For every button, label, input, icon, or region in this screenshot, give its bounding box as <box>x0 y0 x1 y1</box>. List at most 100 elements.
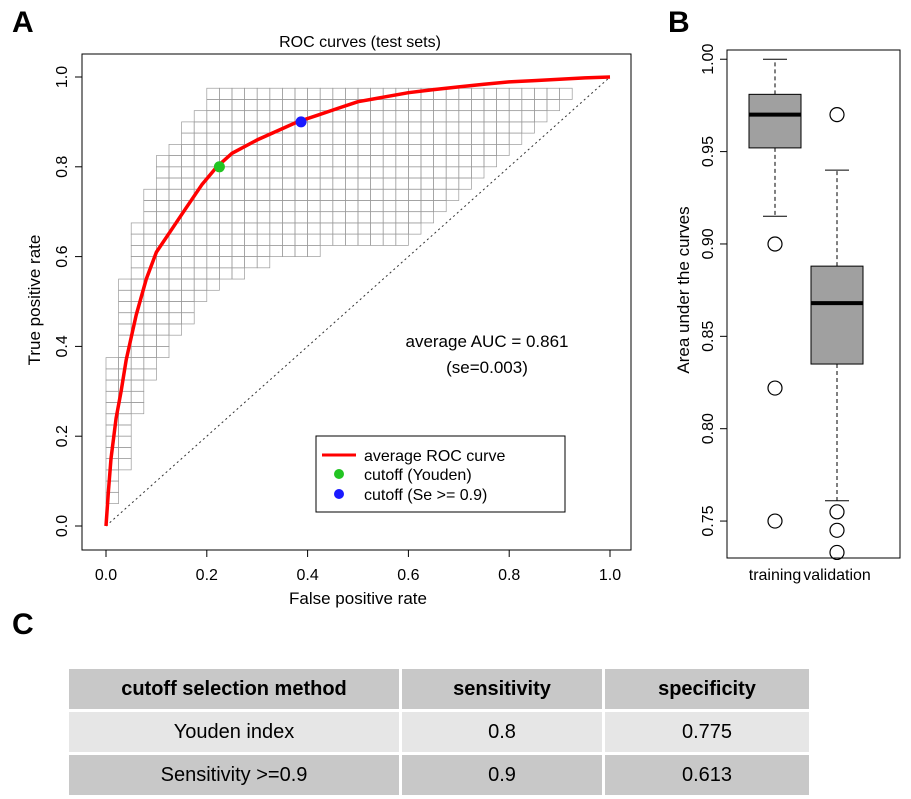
roc-grid-cell <box>231 132 245 145</box>
roc-grid-cell <box>282 166 296 179</box>
roc-grid-cell <box>168 155 182 168</box>
roc-grid-cell <box>269 245 283 257</box>
roc-grid-cell <box>458 166 472 179</box>
roc-grid-cell <box>420 132 434 145</box>
roc-grid-cell <box>345 121 359 134</box>
roc-grid-cell <box>307 200 321 213</box>
roc-grid-cell <box>244 188 258 201</box>
roc-grid-cell <box>458 132 472 145</box>
roc-grid-cell <box>219 256 233 269</box>
roc-grid-cell <box>496 99 510 112</box>
roc-grid-cell <box>483 155 497 168</box>
roc-grid-cell <box>219 211 233 224</box>
roc-y-axis-label: True positive rate <box>25 235 44 366</box>
roc-grid-cell <box>294 166 308 179</box>
roc-grid-cell <box>395 177 409 190</box>
panel-label-a: A <box>12 6 34 39</box>
roc-series-group <box>104 75 611 527</box>
box-outlier <box>767 513 783 529</box>
box-outlier <box>829 504 845 520</box>
roc-grid-cell <box>433 110 447 123</box>
roc-grid-cell <box>193 278 208 291</box>
roc-grid-cell <box>193 200 208 213</box>
roc-grid-cell <box>332 188 346 201</box>
roc-grid-cell <box>219 245 233 257</box>
roc-grid-cell <box>130 346 145 358</box>
box-series-group <box>748 58 864 561</box>
roc-grid-cell <box>118 458 132 471</box>
roc-grid-cell <box>445 110 460 123</box>
roc-grid-cell <box>206 132 220 145</box>
roc-grid-cell <box>256 222 271 235</box>
roc-grid-cell <box>256 200 271 213</box>
roc-x-tick-label: 0.4 <box>296 567 318 584</box>
roc-grid-cell <box>181 222 195 235</box>
roc-grid-cell <box>483 110 497 123</box>
roc-grid-cell <box>307 144 321 156</box>
roc-grid-cell <box>256 177 271 190</box>
roc-grid-cell <box>420 200 434 213</box>
roc-grid-cell <box>156 267 170 280</box>
roc-grid-cell <box>370 132 384 145</box>
roc-background-grid <box>105 87 573 504</box>
roc-x-tick-label: 1.0 <box>599 567 621 584</box>
roc-grid-cell <box>420 166 434 179</box>
box-iqr <box>748 93 802 149</box>
roc-grid-cell <box>118 435 132 448</box>
roc-grid-cell <box>420 144 434 156</box>
roc-grid-cell <box>319 222 334 235</box>
roc-grid-cell <box>294 211 308 224</box>
roc-grid-cell <box>269 155 283 168</box>
roc-grid-cell <box>458 155 472 168</box>
roc-grid-cell <box>370 99 384 112</box>
roc-grid-cell <box>168 166 182 179</box>
box-outlier <box>829 544 845 561</box>
roc-grid-cell <box>256 144 271 156</box>
roc-grid-cell <box>193 267 208 280</box>
roc-grid-cell <box>231 99 245 112</box>
roc-grid-cell <box>307 177 321 190</box>
roc-grid-cell <box>118 278 132 291</box>
roc-grid-cell <box>370 211 384 224</box>
roc-grid-cell <box>193 245 208 257</box>
roc-grid-cell <box>345 222 359 235</box>
roc-grid-cell <box>206 245 220 257</box>
roc-grid-cell <box>118 402 132 415</box>
roc-grid-cell <box>244 166 258 179</box>
roc-grid-cell <box>244 245 258 257</box>
roc-grid-cell <box>206 121 220 134</box>
roc-grid-cell <box>130 245 145 257</box>
roc-grid-cell <box>231 188 245 201</box>
roc-y-tick-label: 0.4 <box>54 335 71 357</box>
roc-grid-cell <box>445 121 460 134</box>
roc-grid-cell <box>282 188 296 201</box>
box-x-labels: training validation <box>749 567 871 584</box>
roc-grid-cell <box>118 424 132 437</box>
roc-grid-cell <box>458 87 472 100</box>
roc-grid-cell <box>168 177 182 190</box>
roc-grid-cell <box>244 233 258 246</box>
roc-grid-cell <box>319 121 334 134</box>
roc-grid-cell <box>193 155 208 168</box>
roc-grid-cell <box>319 87 334 100</box>
roc-grid-cell <box>294 200 308 213</box>
roc-grid-cell <box>319 211 334 224</box>
roc-grid-cell <box>256 155 271 168</box>
roc-grid-cell <box>219 222 233 235</box>
roc-grid-cell <box>206 110 220 123</box>
roc-grid-cell <box>181 267 195 280</box>
roc-grid-cell <box>395 166 409 179</box>
roc-grid-cell <box>219 200 233 213</box>
roc-grid-cell <box>231 200 245 213</box>
roc-grid-cell <box>483 87 497 100</box>
roc-grid-cell <box>408 99 422 112</box>
roc-grid-cell <box>156 278 170 291</box>
roc-grid-cell <box>256 188 271 201</box>
roc-grid-cell <box>332 87 346 100</box>
roc-grid-cell <box>433 99 447 112</box>
roc-grid-cell <box>193 233 208 246</box>
roc-grid-cell <box>370 188 384 201</box>
roc-grid-cell <box>433 166 447 179</box>
box-y-ticks: 0.75 0.80 0.85 0.90 0.95 1.00 <box>700 44 727 537</box>
roc-grid-cell <box>193 289 208 302</box>
